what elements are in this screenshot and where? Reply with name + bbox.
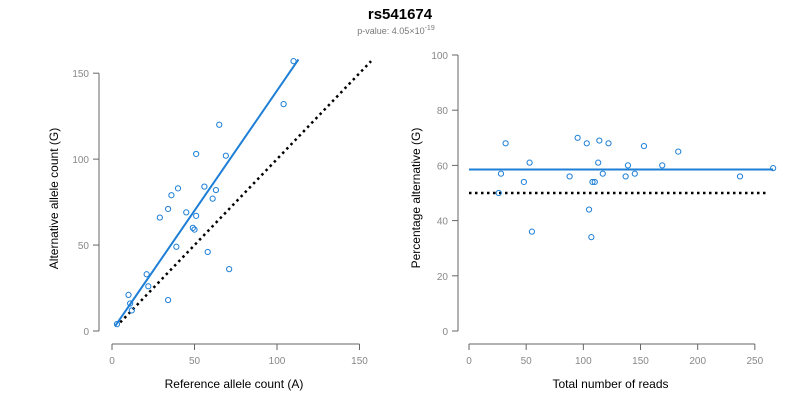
left-data-point (191, 226, 198, 233)
right-data-point (595, 159, 602, 166)
right-data-point (770, 165, 777, 172)
left-x-tick-label: 150 (351, 356, 368, 367)
right-data-point (526, 159, 533, 166)
right-x-tick-label: 200 (689, 356, 706, 367)
left-data-point (173, 243, 180, 250)
right-data-point (583, 140, 590, 147)
right-y-tick-label: 0 (442, 327, 448, 338)
left-y-tick-label: 0 (83, 327, 89, 338)
right-data-point (520, 178, 527, 186)
right-y-tick-label: 80 (437, 106, 449, 117)
right-y-tick-label: 20 (437, 272, 449, 283)
left-x-tick-label: 100 (269, 356, 286, 367)
right-x-tick-label: 0 (466, 356, 472, 367)
left-data-point (216, 121, 223, 128)
left-reference-line (119, 60, 372, 324)
right-data-point (502, 140, 509, 147)
left-y-axis-label: Alternative allele count (G) (47, 128, 61, 269)
right-data-point (585, 206, 593, 213)
right-data-point (589, 178, 596, 186)
left-data-point (125, 291, 132, 299)
left-data-point (189, 224, 196, 231)
right-data-point (605, 140, 612, 147)
left-data-point (165, 205, 172, 213)
right-y-tick-label: 60 (437, 161, 449, 172)
pvalue-label: p-value: 4.05×10-19 (357, 25, 435, 36)
left-data-point (165, 296, 172, 304)
right-data-point (596, 137, 603, 144)
left-data-point (168, 192, 175, 199)
left-data-point (193, 150, 200, 158)
right-x-tick-label: 250 (747, 356, 764, 367)
right-x-axis-label: Total number of reads (552, 377, 668, 391)
left-data-point (204, 248, 211, 256)
left-x-tick-label: 0 (109, 356, 115, 367)
pvalue-exponent: -19 (425, 25, 435, 32)
right-data-point (495, 189, 502, 197)
left-data-point (113, 321, 121, 328)
left-panel: 0 50 100 150 0 50 100 150 Reference allele count… (47, 58, 372, 391)
right-data-point (631, 170, 638, 177)
right-y-axis-label: Percentage alternative (G) (409, 128, 423, 269)
right-data-point (497, 170, 505, 177)
right-x-tick-label: 150 (632, 356, 649, 367)
chart-title: rs541674 (368, 6, 433, 23)
left-data-point (290, 58, 297, 65)
right-data-point (622, 173, 629, 180)
left-data-point (201, 183, 208, 190)
right-data-point (659, 162, 666, 169)
right-x-tick-label: 100 (575, 356, 592, 367)
left-data-point (222, 152, 229, 159)
right-data-point (640, 142, 648, 150)
left-x-tick-label: 50 (189, 356, 201, 367)
right-data-point (736, 173, 744, 180)
pvalue-text: p-value: 4.05×10 (357, 26, 424, 36)
left-data-point (280, 101, 287, 108)
left-data-point (212, 186, 220, 194)
left-data-point (174, 185, 182, 192)
right-panel: 0 50 100 150 200 250 0 20 40 60 80 100 Total number … (409, 51, 777, 391)
right-data-point (566, 173, 573, 180)
left-data-point (209, 195, 216, 202)
left-data-point (128, 307, 135, 314)
left-data-point (145, 283, 152, 290)
left-y-tick-label: 150 (72, 69, 89, 80)
left-data-point (226, 266, 233, 273)
right-y-tick-label: 40 (437, 217, 449, 228)
left-data-point (156, 214, 163, 221)
right-data-point (574, 134, 581, 141)
right-x-tick-label: 50 (521, 356, 533, 367)
right-data-point (599, 170, 606, 177)
left-y-tick-label: 100 (72, 155, 89, 166)
right-data-point (528, 228, 535, 235)
right-data-point (591, 178, 598, 186)
right-data-point (624, 162, 632, 169)
left-fit-line (114, 58, 300, 327)
left-data-point (193, 212, 200, 219)
right-data-point (588, 234, 595, 241)
right-y-tick-label: 100 (431, 51, 448, 62)
left-y-tick-label: 50 (78, 241, 90, 252)
left-x-axis-label: Reference allele count (A) (165, 377, 304, 391)
left-data-point (183, 209, 190, 216)
right-data-point (675, 148, 682, 155)
left-data-point (143, 271, 150, 278)
left-data-point (127, 300, 134, 307)
